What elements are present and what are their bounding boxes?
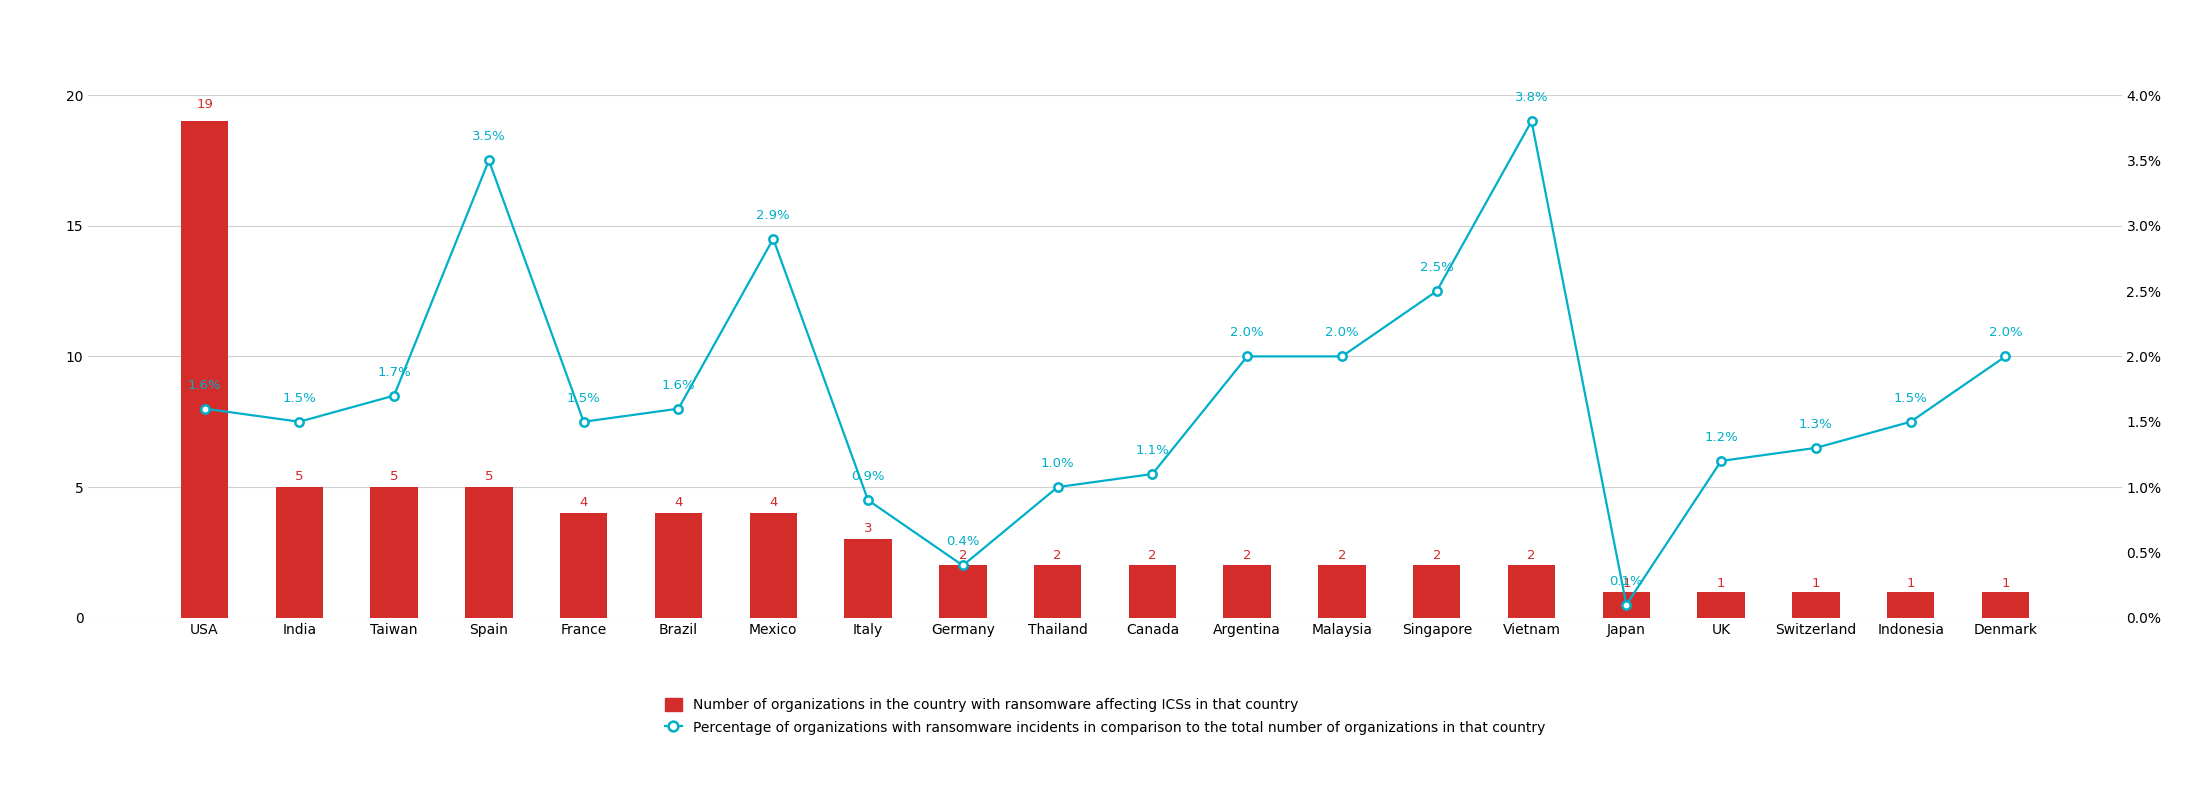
Text: 2.0%: 2.0% xyxy=(1231,326,1264,340)
Text: 0.4%: 0.4% xyxy=(946,535,979,549)
Text: 2: 2 xyxy=(1242,549,1251,562)
Text: 2.5%: 2.5% xyxy=(1419,261,1454,274)
Bar xyxy=(654,513,703,618)
Text: 3: 3 xyxy=(864,523,873,535)
Text: 2: 2 xyxy=(1149,549,1156,562)
Text: 2.0%: 2.0% xyxy=(1326,326,1359,340)
Text: 1.6%: 1.6% xyxy=(188,379,221,392)
Bar xyxy=(1319,565,1366,618)
Text: 2: 2 xyxy=(1527,549,1536,562)
Text: 1.0%: 1.0% xyxy=(1041,457,1074,470)
Bar xyxy=(844,539,891,618)
Text: 2.9%: 2.9% xyxy=(756,209,789,222)
Text: 1.5%: 1.5% xyxy=(1894,392,1927,405)
Text: 0.1%: 0.1% xyxy=(1609,575,1644,588)
Text: 1: 1 xyxy=(1907,577,1914,589)
Bar xyxy=(559,513,608,618)
Bar xyxy=(1129,565,1176,618)
Bar xyxy=(1602,592,1651,618)
Text: 1.5%: 1.5% xyxy=(283,392,316,405)
Bar xyxy=(1507,565,1556,618)
Text: 5: 5 xyxy=(389,470,398,483)
Bar xyxy=(276,487,323,618)
Text: 2: 2 xyxy=(1432,549,1441,562)
Text: 19: 19 xyxy=(197,97,212,111)
Text: 1.5%: 1.5% xyxy=(566,392,601,405)
Bar xyxy=(371,487,418,618)
Text: 2: 2 xyxy=(1337,549,1346,562)
Bar xyxy=(939,565,986,618)
Text: 3.8%: 3.8% xyxy=(1514,91,1549,105)
Bar xyxy=(1034,565,1081,618)
Text: 1: 1 xyxy=(1812,577,1821,589)
Text: 1.7%: 1.7% xyxy=(378,366,411,379)
Bar xyxy=(1887,592,1934,618)
Text: 1: 1 xyxy=(1717,577,1726,589)
Bar xyxy=(749,513,798,618)
Text: 5: 5 xyxy=(296,470,303,483)
Bar xyxy=(181,121,228,618)
Text: 1.1%: 1.1% xyxy=(1136,444,1169,457)
Text: 1.3%: 1.3% xyxy=(1799,418,1832,431)
Bar xyxy=(464,487,513,618)
Text: 2: 2 xyxy=(1054,549,1061,562)
Bar xyxy=(1792,592,1839,618)
Text: 5: 5 xyxy=(484,470,493,483)
Text: 1: 1 xyxy=(2002,577,2009,589)
Bar xyxy=(1224,565,1271,618)
Legend: Number of organizations in the country with ransomware affecting ICSs in that co: Number of organizations in the country w… xyxy=(659,693,1551,740)
Bar xyxy=(1982,592,2029,618)
Text: 4: 4 xyxy=(579,497,588,509)
Text: 3.5%: 3.5% xyxy=(473,131,506,143)
Text: 4: 4 xyxy=(769,497,778,509)
Text: 1: 1 xyxy=(1622,577,1631,589)
Text: 4: 4 xyxy=(674,497,683,509)
Text: 0.9%: 0.9% xyxy=(851,470,884,483)
Text: 1.2%: 1.2% xyxy=(1704,431,1737,444)
Bar xyxy=(1412,565,1461,618)
Text: 1.6%: 1.6% xyxy=(661,379,696,392)
Text: 2: 2 xyxy=(959,549,968,562)
Text: 2.0%: 2.0% xyxy=(1989,326,2022,340)
Bar xyxy=(1697,592,1746,618)
